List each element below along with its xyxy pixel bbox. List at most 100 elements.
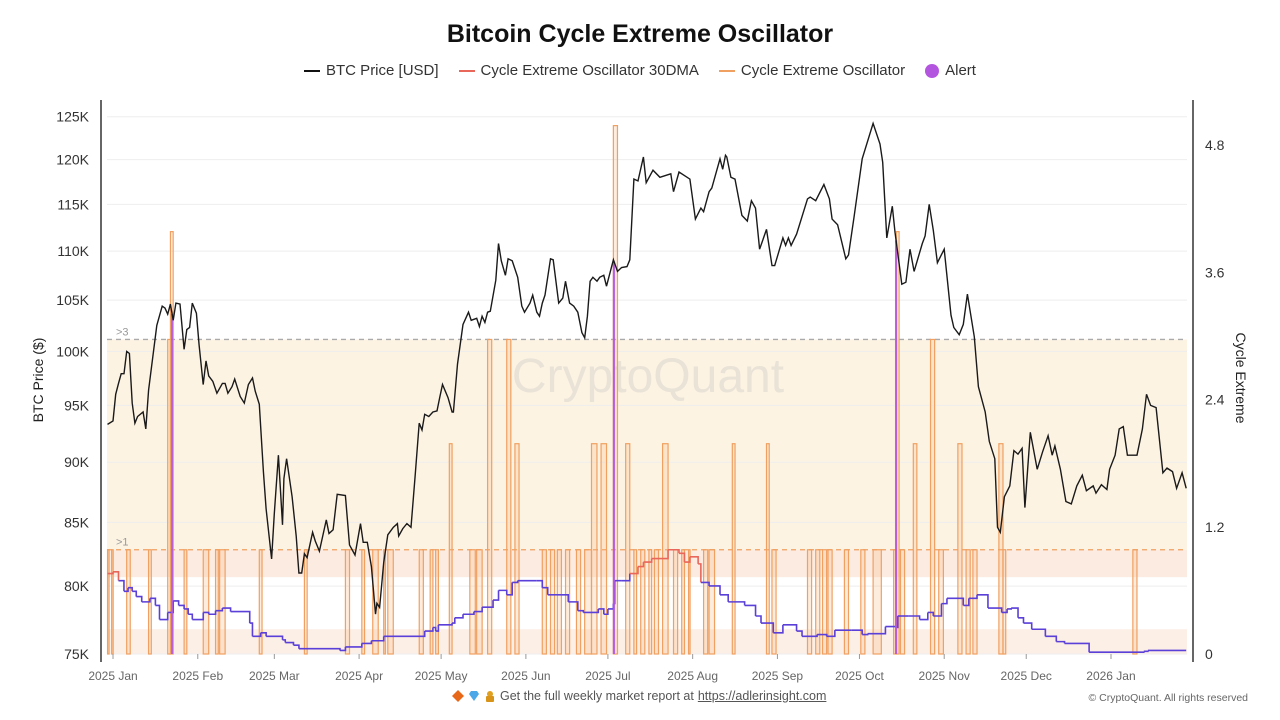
copyright: © CryptoQuant. All rights reserved [1088,692,1248,704]
x-tick-label: 2025 Apr [335,669,383,683]
oscillator-spike [821,549,828,655]
dma-line-segment [629,566,639,575]
x-tick-label: 2025 Aug [667,669,718,683]
oscillator-spike [600,443,608,655]
dma-line-segment [796,630,803,637]
oscillator-spike [843,549,850,655]
oscillator-spike [303,549,308,655]
oscillator-spike [361,549,366,655]
oscillator-spike [344,549,351,655]
dma-line-segment [1089,651,1145,654]
dma-line-segment [282,639,287,643]
dma-line-segment [192,612,205,621]
dma-line-segment [963,598,970,607]
dma-line-segment [285,641,295,646]
y-tick-label: 125K [56,109,89,125]
dma-line-segment [249,622,254,637]
dma-line-segment [345,643,363,648]
legend-item-alert[interactable]: Alert [925,62,976,79]
oscillator-spike [214,549,219,655]
dma-line-segment [132,590,138,597]
oscillator-spike [687,549,691,655]
oscillator-spike [929,338,936,655]
oscillator-spike [815,549,821,655]
oscillator-spike [183,549,188,655]
chart-title: Bitcoin Cycle Extreme Oscillator [446,20,834,48]
oscillator-spike [387,549,394,655]
legend-item-oscillator[interactable]: Cycle Extreme Oscillator [718,62,905,79]
oscillator-spike [827,549,833,655]
oscillator-spike [435,549,439,655]
dma-line-segment [744,604,757,617]
dma-line-segment [178,604,185,609]
oscillator-spike [549,549,556,655]
oscillator-spike [702,549,709,655]
dma-line-segment [977,594,989,609]
oscillator-spike [556,549,563,655]
x-tick-label: 2025 Jan [88,669,137,683]
oscillator-spike [653,549,660,655]
dma-line-segment [851,629,863,635]
x-tick-label: 2025 Jul [585,669,630,683]
dma-line-segment [173,600,180,606]
dma-line-segment [136,595,143,602]
dma-line-segment [438,623,453,626]
dma-line-segment [968,594,978,600]
dma-line-segment [506,582,514,596]
dma-line-segment [1023,622,1033,630]
dma-line-segment [946,597,965,606]
y-tick-label: 85K [64,514,90,530]
legend-label: BTC Price [USD] [326,62,439,79]
y-tick-label: 100K [56,343,89,359]
y-tick-label: 75K [64,646,90,662]
dma-line-segment [123,587,129,593]
dma-line-segment [689,556,699,564]
legend-label: Alert [945,62,976,79]
oscillator-spike [972,549,978,655]
dma-line-segment [709,585,721,595]
y-axis-label: BTC Price ($) [30,338,46,423]
dma-line-segment [222,607,232,612]
dma-line-segment [698,563,702,583]
x-tick-label: 2026 Jan [1086,669,1135,683]
dma-line-segment [598,608,605,615]
dma-line-segment [1031,628,1047,637]
y-tick-label: 90K [64,454,90,470]
dma-line-segment [568,601,579,611]
dma-line-segment [668,548,680,554]
oscillator-spike [672,549,679,655]
dma-line-segment [462,611,475,616]
legend-label: Cycle Extreme Oscillator 30DMA [480,62,699,79]
oscillator-spike [506,338,512,655]
legend-item-btc-price[interactable]: BTC Price [USD] [304,62,439,79]
dma-line-segment [493,590,500,601]
person-emoji-icon [486,691,494,702]
oscillator-spike [514,443,520,655]
legend-dot [925,63,940,78]
legend: BTC Price [USD] Cycle Extreme Oscillator… [0,62,1280,79]
y-tick-label: 120K [56,152,89,168]
oscillator-spike [486,338,493,655]
oscillator-spike [765,443,770,655]
dma-line-segment [927,611,935,617]
oscillator-spike [1002,549,1007,655]
dma-line-segment [149,597,157,606]
oscillator-spike [771,549,777,655]
legend-item-oscillator-30dma[interactable]: Cycle Extreme Oscillator 30DMA [458,62,699,79]
dma-line-segment [1045,635,1058,642]
oscillator-spike [640,549,646,655]
oscillator-spike [418,549,424,655]
promo-link[interactable]: https://adlerinsight.com [697,689,827,703]
oscillator-spike [476,549,483,655]
y2-axis-label: Cycle Extreme [1233,332,1249,423]
oscillator-spike [202,549,210,655]
dma-line-segment [678,552,686,563]
oscillator-spike [219,549,226,655]
dma-line-segment [536,579,544,588]
oscillator-spike [872,549,882,655]
dma-line-segment [113,571,120,581]
dma-line-segment [454,614,464,619]
oscillator-spike [625,443,631,655]
dma-line-segment [908,615,921,620]
y2-tick-label: 1.2 [1205,519,1225,535]
